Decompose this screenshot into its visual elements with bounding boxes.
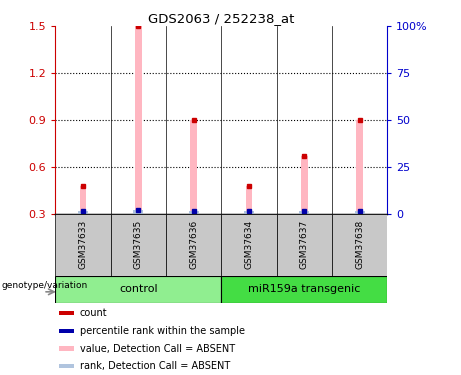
- Text: GSM37637: GSM37637: [300, 220, 309, 269]
- Bar: [299, 211, 309, 214]
- Bar: [78, 211, 88, 214]
- Bar: [244, 211, 254, 214]
- Text: rank, Detection Call = ABSENT: rank, Detection Call = ABSENT: [80, 361, 230, 371]
- Text: GSM37638: GSM37638: [355, 220, 364, 269]
- Bar: [133, 210, 143, 214]
- Text: GSM37635: GSM37635: [134, 220, 143, 269]
- Text: miR159a transgenic: miR159a transgenic: [248, 284, 361, 294]
- Text: GSM37634: GSM37634: [244, 220, 254, 269]
- Bar: [59, 311, 74, 315]
- FancyBboxPatch shape: [166, 214, 221, 276]
- Bar: [246, 186, 252, 214]
- Text: genotype/variation: genotype/variation: [1, 280, 88, 290]
- Text: GSM37633: GSM37633: [78, 220, 88, 269]
- FancyBboxPatch shape: [221, 276, 387, 303]
- Text: GSM37636: GSM37636: [189, 220, 198, 269]
- Bar: [59, 346, 74, 351]
- Text: control: control: [119, 284, 158, 294]
- Title: GDS2063 / 252238_at: GDS2063 / 252238_at: [148, 12, 295, 25]
- FancyBboxPatch shape: [277, 214, 332, 276]
- Bar: [356, 120, 363, 214]
- FancyBboxPatch shape: [55, 214, 111, 276]
- Bar: [189, 211, 199, 214]
- Text: value, Detection Call = ABSENT: value, Detection Call = ABSENT: [80, 344, 235, 354]
- FancyBboxPatch shape: [55, 276, 221, 303]
- Text: percentile rank within the sample: percentile rank within the sample: [80, 326, 245, 336]
- FancyBboxPatch shape: [111, 214, 166, 276]
- FancyBboxPatch shape: [221, 214, 277, 276]
- Bar: [301, 156, 307, 214]
- Bar: [80, 186, 86, 214]
- Bar: [135, 26, 142, 214]
- Bar: [59, 364, 74, 368]
- FancyBboxPatch shape: [332, 214, 387, 276]
- Bar: [59, 329, 74, 333]
- Bar: [355, 211, 365, 214]
- Bar: [190, 120, 197, 214]
- Text: count: count: [80, 308, 107, 318]
